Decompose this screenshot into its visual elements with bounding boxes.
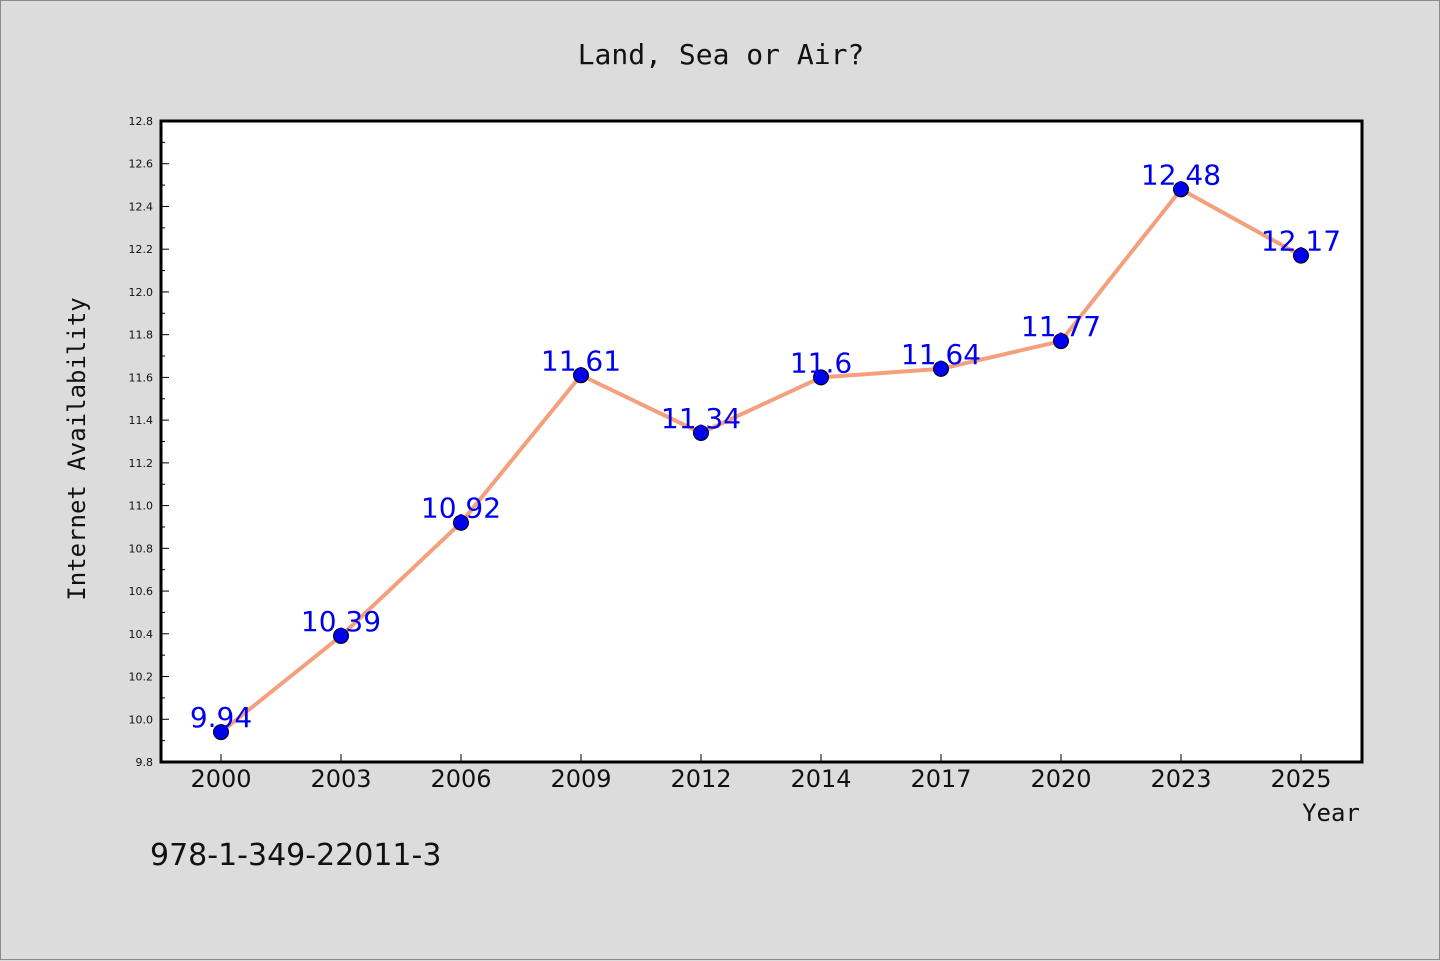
data-label: 11.64 <box>901 338 981 371</box>
data-label: 11.6 <box>790 346 852 379</box>
x-tick-label: 2003 <box>310 765 371 793</box>
data-label: 10.39 <box>301 605 381 638</box>
y-tick-label: 12.2 <box>129 243 154 256</box>
data-label: 11.34 <box>661 402 741 435</box>
data-point <box>573 367 589 384</box>
data-label: 12.17 <box>1261 225 1341 258</box>
x-tick-label: 2014 <box>790 765 851 793</box>
y-tick-label: 12.8 <box>129 115 154 128</box>
data-label: 11.77 <box>1021 310 1101 343</box>
data-point <box>213 724 229 741</box>
y-tick-label: 12.6 <box>129 158 154 171</box>
data-label: 11.61 <box>541 344 621 377</box>
y-tick-label: 11.2 <box>129 457 154 470</box>
x-tick-label: 2009 <box>550 765 611 793</box>
y-tick-label: 11.8 <box>129 329 154 342</box>
x-tick-label: 2020 <box>1030 765 1091 793</box>
data-point <box>453 514 469 531</box>
y-tick-label: 10.6 <box>129 585 154 598</box>
data-point <box>693 424 709 441</box>
x-tick-label: 2012 <box>670 765 731 793</box>
y-tick-label: 12.4 <box>129 200 154 213</box>
x-tick-label: 2006 <box>430 765 491 793</box>
data-label: 10.92 <box>421 492 501 525</box>
isbn-text: 978-1-349-22011-3 <box>150 838 441 873</box>
y-tick-label: 9.8 <box>136 756 154 769</box>
y-tick-label: 11.4 <box>129 414 154 427</box>
y-tick-label: 10.0 <box>129 713 154 726</box>
data-label: 12.48 <box>1141 158 1221 191</box>
x-tick-label: 2023 <box>1150 765 1211 793</box>
y-axis-label: Internet Availability <box>63 297 91 600</box>
x-axis-label: Year <box>1302 799 1360 827</box>
y-tick-label: 10.8 <box>129 542 154 555</box>
x-tick-label: 2000 <box>190 765 251 793</box>
data-point <box>1053 333 1069 350</box>
chart-title: Land, Sea or Air? <box>578 38 865 71</box>
y-tick-label: 10.4 <box>129 628 154 641</box>
x-tick-label: 2025 <box>1270 765 1331 793</box>
y-tick-label: 12.0 <box>129 286 154 299</box>
data-label: 9.94 <box>190 701 252 734</box>
x-tick-label: 2017 <box>910 765 971 793</box>
data-point <box>333 627 349 644</box>
y-tick-label: 11.6 <box>129 371 154 384</box>
series-line <box>219 187 1302 734</box>
plot-frame <box>159 119 1364 764</box>
plot-area <box>161 121 1362 762</box>
data-point <box>813 369 829 386</box>
data-point <box>1293 247 1309 264</box>
y-tick-label: 11.0 <box>129 500 154 513</box>
data-point <box>1173 181 1189 198</box>
y-tick-label: 10.2 <box>129 671 154 684</box>
data-point <box>933 360 949 377</box>
